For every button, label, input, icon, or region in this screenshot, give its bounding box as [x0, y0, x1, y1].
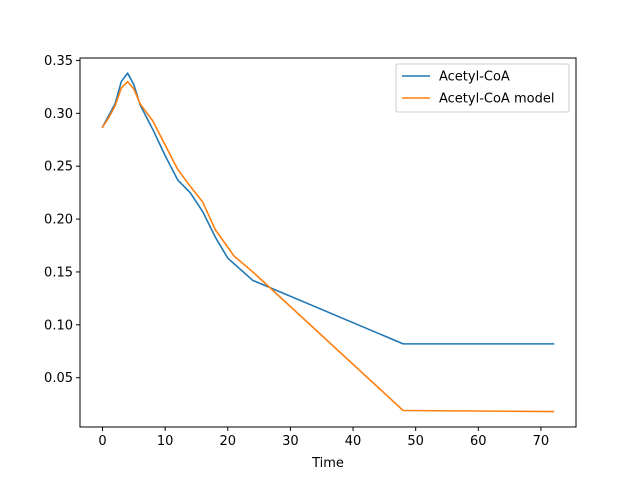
x-tick-label: 40	[345, 434, 362, 449]
y-tick-label: 0.15	[44, 265, 73, 280]
legend-label-1: Acetyl-CoA model	[439, 92, 554, 107]
legend-box	[395, 63, 570, 113]
y-tick-label: 0.35	[44, 54, 73, 69]
y-tick-label: 0.20	[44, 213, 73, 228]
y-tick-label: 0.30	[44, 107, 73, 122]
series-line-1	[101, 80, 555, 413]
series-line-0	[101, 72, 555, 345]
x-tick-label: 60	[470, 434, 487, 449]
axes-frame	[79, 57, 577, 428]
x-tick-label: 30	[282, 434, 299, 449]
y-tick-label: 0.10	[44, 318, 73, 333]
x-axis-label: Time	[311, 456, 344, 471]
plot-area	[79, 57, 577, 428]
y-tick-label: 0.25	[44, 160, 73, 175]
x-tick-label: 10	[157, 434, 174, 449]
y-axis-ticks: 0.05 0.10 0.15 0.20 0.25 0.30 0.35	[44, 54, 80, 386]
legend-label-0: Acetyl-CoA	[439, 70, 510, 85]
y-tick-label: 0.05	[44, 371, 73, 386]
x-tick-label: 70	[533, 434, 550, 449]
x-tick-label: 0	[98, 434, 106, 449]
series-layer	[101, 72, 555, 413]
x-tick-label: 20	[220, 434, 237, 449]
legend: Acetyl-CoA Acetyl-CoA model	[395, 63, 570, 113]
x-axis-ticks: 0 10 20 30 40 50 60 70	[98, 427, 549, 449]
x-tick-label: 50	[407, 434, 424, 449]
